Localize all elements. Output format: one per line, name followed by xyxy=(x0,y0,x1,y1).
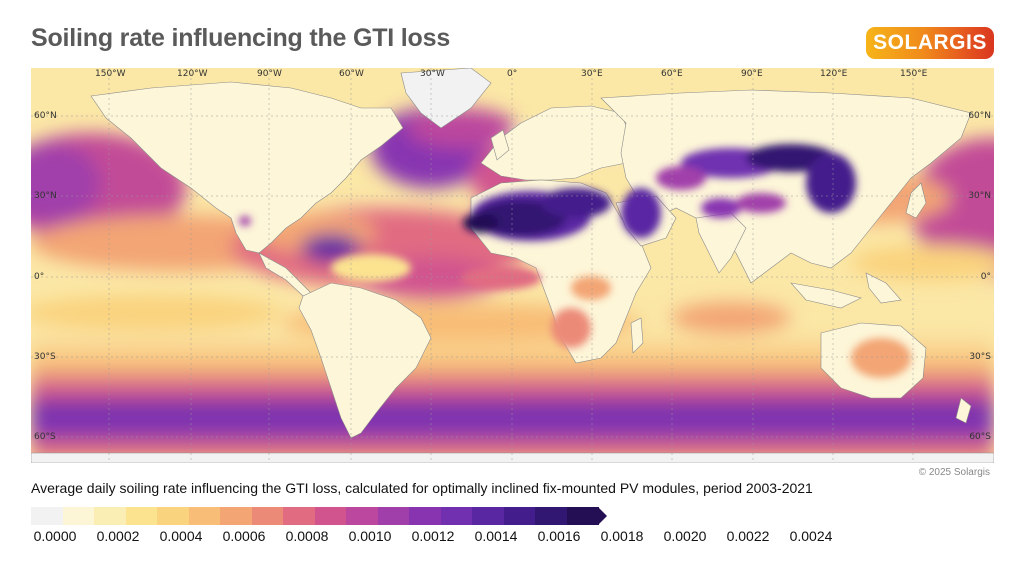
map-title: Soiling rate influencing the GTI loss xyxy=(31,24,451,52)
solargis-logo: SOLARGIS xyxy=(866,27,994,59)
dust-regions xyxy=(239,144,911,378)
lat-label-left-60s: 60°S xyxy=(34,432,56,442)
colorbar-cell xyxy=(94,507,126,525)
colorbar-tick-label: 0.0006 xyxy=(222,528,266,544)
colorbar-cell xyxy=(251,507,284,525)
colorbar-tick-label: 0.0014 xyxy=(474,528,518,544)
lon-label-30e: 30°E xyxy=(581,69,603,79)
colorbar-cell xyxy=(535,507,567,525)
colorbar-tick-label: 0.0016 xyxy=(537,528,581,544)
colorbar-extend-arrow xyxy=(598,507,607,525)
colorbar-tick-label: 0.0024 xyxy=(789,528,833,544)
colorbar-cell xyxy=(472,507,504,525)
colorbar-tick-label: 0.0010 xyxy=(348,528,392,544)
lat-label-left-0: 0° xyxy=(34,272,45,282)
colorbar-cell xyxy=(409,507,441,525)
colorbar-tick-label: 0.0020 xyxy=(663,528,707,544)
lat-label-right-60s: 60°S xyxy=(969,432,991,442)
colorbar-tick-label: 0.0002 xyxy=(96,528,140,544)
graticule xyxy=(31,68,994,463)
colorbar-cell xyxy=(125,507,158,525)
copyright-notice: © 2025 Solargis xyxy=(918,467,990,478)
lat-label-right-60n: 60°N xyxy=(968,111,991,121)
lon-label-0: 0° xyxy=(507,69,518,79)
colorbar-cell xyxy=(31,507,63,525)
lon-label-120e: 120°E xyxy=(820,69,848,79)
colorbar-cell xyxy=(157,507,189,525)
colorbar-tick-label: 0.0012 xyxy=(411,528,455,544)
map-canvas xyxy=(31,68,994,463)
colorbar-cell xyxy=(283,507,315,525)
lat-label-right-30n: 30°N xyxy=(968,191,991,201)
colorbar-tick-label: 0.0018 xyxy=(600,528,644,544)
colorbar-tick-label: 0.0000 xyxy=(33,528,77,544)
lat-label-left-60n: 60°N xyxy=(34,111,57,121)
colorbar-cell xyxy=(566,507,599,525)
lon-label-30w: 30°W xyxy=(420,69,445,79)
colorbar-cell xyxy=(346,507,378,525)
colorbar-cell xyxy=(503,507,536,525)
colorbar-tick-label: 0.0022 xyxy=(726,528,770,544)
colorbar-cell xyxy=(188,507,221,525)
map-caption: Average daily soiling rate influencing t… xyxy=(31,480,813,496)
colorbar-cell xyxy=(377,507,410,525)
lat-label-left-30s: 30°S xyxy=(34,352,56,362)
colorbar-tick-label: 0.0008 xyxy=(285,528,329,544)
lat-label-right-0: 0° xyxy=(980,272,991,282)
lon-label-60w: 60°W xyxy=(339,69,364,79)
lon-label-120w: 120°W xyxy=(177,69,208,79)
lon-label-90w: 90°W xyxy=(257,69,282,79)
lon-label-60e: 60°E xyxy=(661,69,683,79)
colorbar-tick-label: 0.0004 xyxy=(159,528,203,544)
lon-label-150w: 150°W xyxy=(95,69,126,79)
lon-label-90e: 90°E xyxy=(741,69,763,79)
lat-label-left-30n: 30°N xyxy=(34,191,57,201)
colorbar-cell xyxy=(62,507,95,525)
land-masses xyxy=(31,68,994,463)
lat-label-right-30s: 30°S xyxy=(969,352,991,362)
soiling-rate-map: 150°W 120°W 90°W 60°W 30°W 0° 30°E 60°E … xyxy=(31,68,994,463)
colorbar-cell xyxy=(314,507,347,525)
colorbar-cell xyxy=(220,507,252,525)
lon-label-150e: 150°E xyxy=(900,69,928,79)
colorbar-cell xyxy=(440,507,473,525)
